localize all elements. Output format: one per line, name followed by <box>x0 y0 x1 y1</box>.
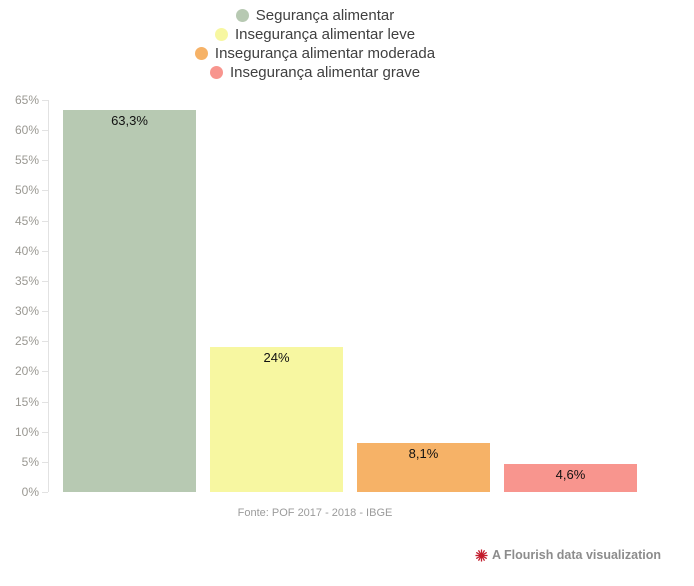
legend-item: Segurança alimentar <box>235 6 395 25</box>
legend-color-dot <box>235 9 249 22</box>
legend-item-label: Segurança alimentar <box>255 7 395 24</box>
y-axis-tick-label: 25% <box>14 334 39 349</box>
y-axis-tick-mark <box>42 250 48 252</box>
y-axis-tick-mark <box>42 280 48 282</box>
bar-value-label: 24% <box>263 350 290 366</box>
legend-item-label: Insegurança alimentar moderada <box>214 45 436 62</box>
y-axis-tick-mark <box>42 311 48 313</box>
y-axis-tick-mark <box>42 492 48 493</box>
legend-color-dot <box>194 47 208 60</box>
y-axis-tick-label: 35% <box>14 273 39 288</box>
legend-color-dot <box>209 66 223 79</box>
legend-item-label: Insegurança alimentar grave <box>229 64 421 81</box>
y-axis-tick-mark <box>42 190 48 192</box>
y-axis-tick-mark <box>42 371 48 373</box>
legend-item: Insegurança alimentar grave <box>209 63 421 82</box>
y-axis-tick-mark <box>42 100 48 101</box>
y-axis-tick-label: 20% <box>14 364 39 379</box>
y-axis-tick-label: 45% <box>14 213 39 228</box>
y-axis-tick-mark <box>42 220 48 222</box>
y-axis-tick-mark <box>42 431 48 433</box>
y-axis-tick-label: 55% <box>14 153 39 168</box>
legend-item-label: Insegurança alimentar leve <box>234 26 416 43</box>
y-axis-line <box>48 100 49 492</box>
y-axis-tick-label: 10% <box>14 424 39 439</box>
chart-bar-4[interactable]: 4,6% <box>504 464 637 492</box>
y-axis-tick-mark <box>42 401 48 403</box>
y-axis-tick-mark <box>42 130 48 132</box>
legend-color-dot <box>214 28 228 41</box>
chart-legend: Segurança alimentar Insegurança alimentar… <box>0 6 630 82</box>
y-axis-tick-label: 40% <box>14 243 39 258</box>
y-axis-tick-label: 65% <box>14 93 39 107</box>
y-axis-tick-label: 60% <box>14 123 39 138</box>
flourish-starburst-icon <box>475 548 488 562</box>
y-axis-tick-label: 0% <box>21 485 39 499</box>
source-note: Fonte: POF 2017 - 2018 - IBGE <box>237 507 393 519</box>
chart-bar-3[interactable]: 8,1% <box>357 443 490 492</box>
legend-item: Insegurança alimentar leve <box>214 25 416 44</box>
flourish-credit-link[interactable]: A Flourish data visualization <box>475 548 661 562</box>
y-axis-tick-label: 15% <box>14 394 39 409</box>
chart-bar-1[interactable]: 63,3% <box>63 110 196 492</box>
bar-value-label: 63,3% <box>111 113 148 129</box>
y-axis-tick-label: 5% <box>21 454 39 469</box>
y-axis-tick-mark <box>42 341 48 343</box>
y-axis-tick-label: 30% <box>14 304 39 319</box>
flourish-credit-label: A Flourish data visualization <box>491 548 661 562</box>
bar-value-label: 8,1% <box>408 446 439 462</box>
bar-value-label: 4,6% <box>555 467 586 483</box>
chart-bar-2[interactable]: 24% <box>210 347 343 492</box>
y-axis-tick-mark <box>42 461 48 463</box>
y-axis-tick-mark <box>42 160 48 162</box>
legend-item: Insegurança alimentar moderada <box>194 44 436 63</box>
y-axis-tick-label: 50% <box>14 183 39 198</box>
